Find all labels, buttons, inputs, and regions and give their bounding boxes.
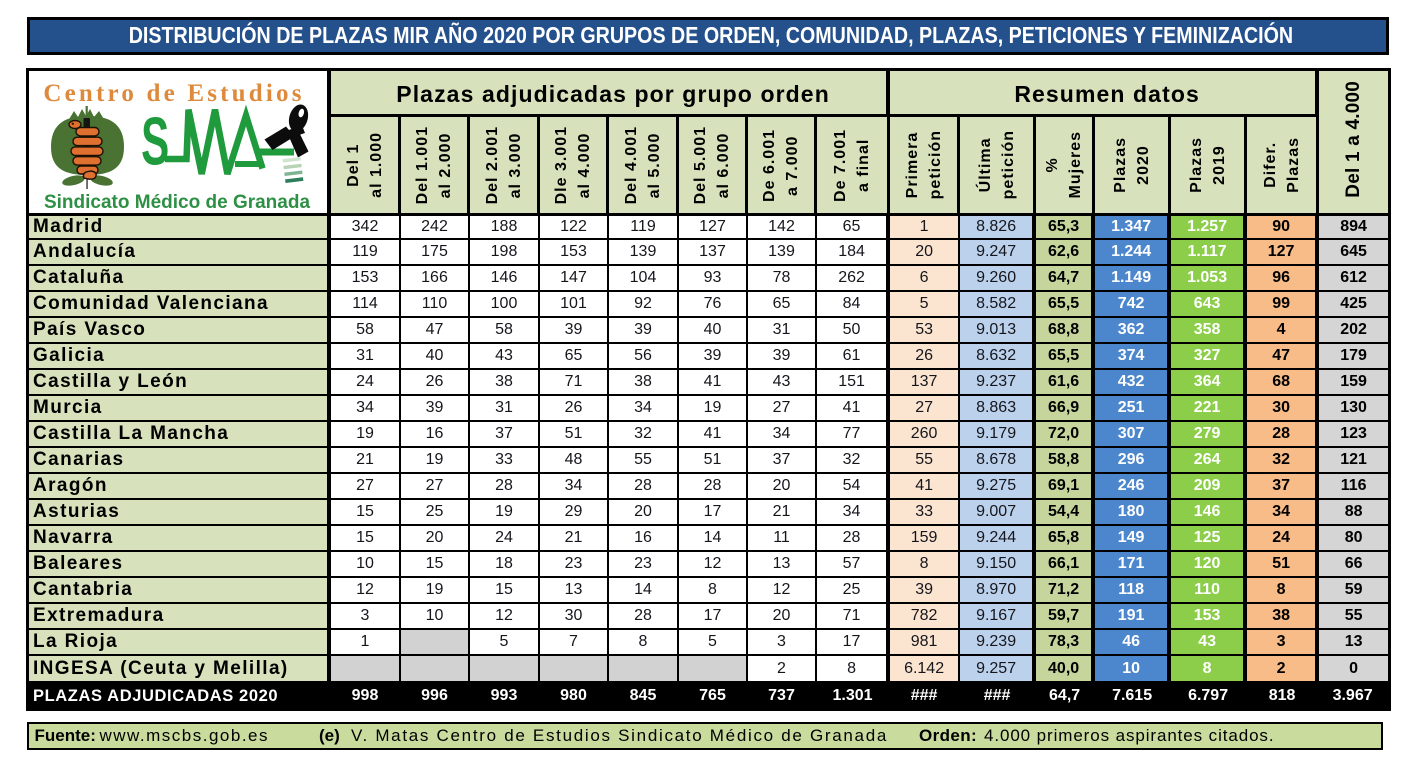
svg-text:Sindicato Médico de Granada: Sindicato Médico de Granada — [44, 192, 310, 213]
svg-text:S: S — [141, 103, 170, 179]
svg-text:Centro de Estudios: Centro de Estudios — [43, 80, 304, 107]
